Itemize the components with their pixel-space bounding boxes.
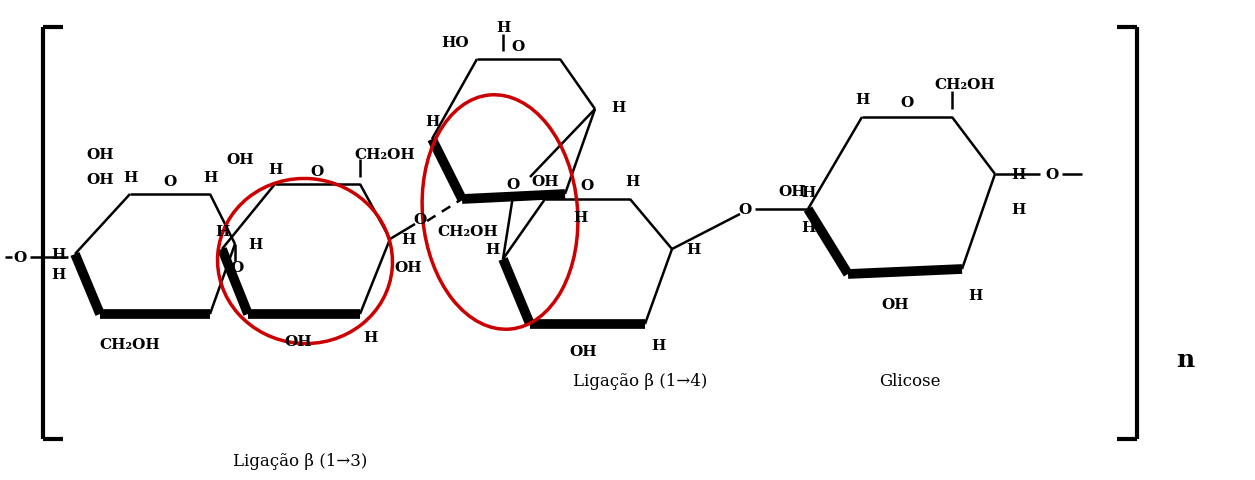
Text: CH₂OH: CH₂OH	[99, 337, 161, 351]
Text: O: O	[231, 261, 243, 275]
Text: HO: HO	[442, 36, 469, 50]
Text: H: H	[625, 175, 639, 189]
Text: H: H	[855, 93, 870, 107]
Text: H: H	[801, 220, 816, 235]
Text: O: O	[1045, 168, 1059, 181]
Text: O: O	[738, 203, 752, 216]
Text: O: O	[163, 175, 177, 189]
Text: OH: OH	[570, 344, 597, 358]
Text: H: H	[363, 330, 378, 344]
Text: CH₂OH: CH₂OH	[438, 225, 498, 239]
Text: H: H	[50, 267, 65, 281]
Text: OH: OH	[284, 334, 311, 348]
Text: OH: OH	[87, 148, 114, 162]
Text: O: O	[506, 178, 520, 192]
Text: H: H	[203, 171, 217, 185]
Text: H: H	[50, 248, 65, 262]
Text: Ligação β (1→4): Ligação β (1→4)	[572, 373, 707, 390]
Text: CH₂OH: CH₂OH	[935, 78, 995, 92]
Text: H: H	[651, 338, 665, 352]
Text: H: H	[496, 21, 511, 35]
Text: H: H	[611, 101, 625, 115]
Text: H: H	[424, 115, 439, 129]
Text: H: H	[484, 242, 499, 256]
Text: OH: OH	[531, 175, 558, 189]
Text: O: O	[14, 251, 26, 264]
Text: Ligação β (1→3): Ligação β (1→3)	[233, 453, 368, 469]
Text: H: H	[1010, 203, 1025, 216]
Text: H: H	[685, 242, 700, 256]
Text: OH: OH	[881, 298, 909, 312]
Text: OH: OH	[778, 185, 806, 199]
Text: Glicose: Glicose	[880, 373, 941, 390]
Text: O: O	[900, 96, 914, 110]
Text: O: O	[580, 179, 594, 192]
Text: O: O	[511, 40, 525, 54]
Text: H: H	[968, 288, 983, 302]
Text: H: H	[123, 171, 137, 185]
Text: OH: OH	[394, 261, 422, 275]
Text: H: H	[247, 238, 262, 252]
Text: H: H	[801, 186, 816, 200]
Text: H: H	[1010, 168, 1025, 181]
Text: CH₂OH: CH₂OH	[355, 148, 415, 162]
Text: n: n	[1176, 347, 1194, 371]
Text: H: H	[400, 232, 415, 247]
Text: OH: OH	[87, 173, 114, 187]
Text: H: H	[267, 163, 282, 177]
Text: H: H	[215, 225, 230, 239]
Text: OH: OH	[226, 153, 254, 167]
Text: O: O	[310, 165, 324, 179]
Text: O: O	[413, 213, 427, 227]
Text: H: H	[572, 211, 587, 225]
